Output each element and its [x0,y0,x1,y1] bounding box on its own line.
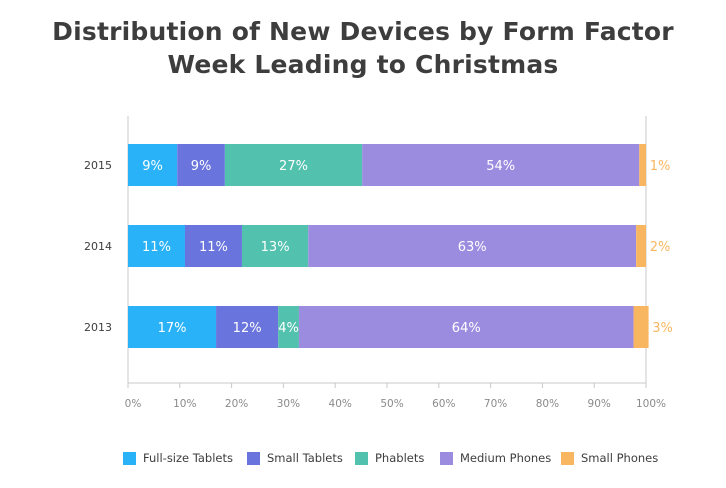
legend-label: Phablets [375,451,425,465]
x-tick-label: 100% [636,398,666,410]
x-tick-label: 30% [277,398,300,410]
category-label: 2013 [84,321,112,334]
legend-item: Small Phones [561,448,658,468]
legend-item: Phablets [355,448,424,468]
x-tick-label: 40% [329,398,352,410]
bar-segment [308,225,637,267]
x-tick-label: 70% [484,398,507,410]
bar-segment [633,306,649,348]
chart-title: Distribution of New Devices by Form Fact… [52,17,674,46]
legend-item: Full-size Tablets [123,448,233,468]
bar-segment [636,225,646,267]
data-label: 13% [261,240,290,255]
data-label: 9% [142,159,163,174]
legend-item: Medium Phones [440,448,551,468]
x-tick-label: 10% [173,398,196,410]
legend-item: Small Tablets [247,448,343,468]
bar-segment [278,306,299,348]
bar-segment [177,144,225,186]
legend-swatch [561,451,574,465]
legend-swatch [247,451,260,465]
category-label: 2015 [84,159,112,172]
legend-swatch [123,451,136,465]
bar-segment [241,225,309,267]
bar-segment [184,225,242,267]
bar-segment [128,225,185,267]
data-label: 11% [142,240,171,255]
data-label: 1% [650,159,671,174]
bar-segment [128,144,178,186]
legend-label: Medium Phones [460,451,552,465]
x-tick-label: 0% [125,398,142,410]
data-label: 4% [278,321,299,336]
x-tick-label: 50% [380,398,403,410]
x-tick-label: 80% [536,398,559,410]
data-label: 17% [158,321,187,336]
x-tick-label: 60% [432,398,455,410]
data-label: 27% [279,159,308,174]
legend-swatch [440,451,453,465]
legend-label: Small Phones [581,451,659,465]
data-label: 2% [650,240,671,255]
data-label: 12% [233,321,262,336]
bar-segment [128,306,217,348]
bar-segment [216,306,279,348]
legend-swatch [355,451,368,465]
data-label: 54% [486,159,515,174]
chart-legend: Full-size Tablets Small Tablets Phablets Me… [0,448,726,468]
data-label: 9% [191,159,212,174]
bar-segment [362,144,640,186]
data-label: 63% [458,240,487,255]
bar-segment [639,144,646,186]
legend-label: Small Tablets [267,451,343,465]
data-label: 3% [652,321,673,336]
bar-segment [298,306,634,348]
legend-label: Full-size Tablets [143,451,234,465]
category-label: 2014 [84,240,112,253]
x-tick-label: 20% [225,398,248,410]
bar-segment [224,144,363,186]
x-tick-label: 90% [588,398,611,410]
chart-subtitle: Week Leading to Christmas [167,50,559,79]
data-label: 64% [452,321,481,336]
data-label: 11% [199,240,228,255]
